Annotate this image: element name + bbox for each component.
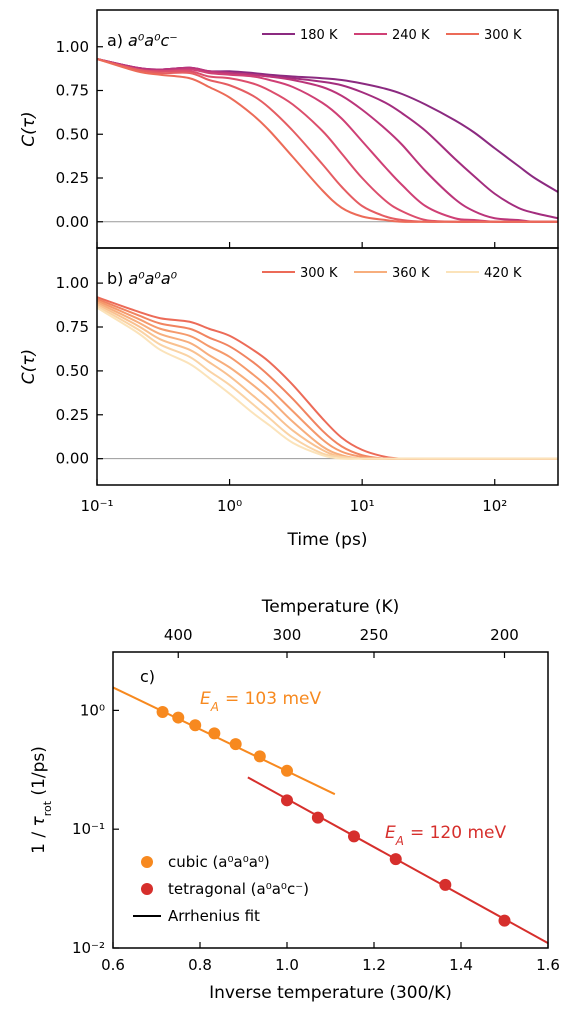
x-tick-label: 10² bbox=[482, 497, 507, 515]
glazer-notation: a⁰a⁰c⁻ bbox=[128, 31, 178, 50]
fit-line bbox=[112, 686, 336, 796]
activation-energy: EA = 120 meV bbox=[385, 823, 506, 848]
curve bbox=[96, 58, 559, 193]
x-tick-label: 10⁻¹ bbox=[80, 497, 113, 515]
data-point bbox=[389, 853, 402, 866]
x-tick-label: 1.6 bbox=[536, 956, 560, 974]
legend-label: 420 K bbox=[484, 266, 522, 281]
x-tick-label: 1.4 bbox=[449, 956, 473, 974]
data-point bbox=[208, 727, 221, 740]
top-axis-label: Temperature (K) bbox=[261, 597, 400, 617]
legend-label: 240 K bbox=[392, 28, 430, 43]
legend-label: 360 K bbox=[392, 266, 430, 281]
top-tick-label: 200 bbox=[490, 626, 519, 644]
energy-value: = 120 meV bbox=[410, 823, 507, 843]
legend-label: 300 K bbox=[300, 266, 338, 281]
x-tick-label: 1.2 bbox=[362, 956, 386, 974]
y-label-pre: 1 / bbox=[29, 827, 49, 854]
y-tick-label: 0.75 bbox=[56, 82, 89, 100]
curve bbox=[96, 58, 558, 223]
top-tick-label: 300 bbox=[273, 626, 302, 644]
y-axis-label: C(τ) bbox=[19, 111, 39, 146]
y-tick-label: 0.25 bbox=[56, 406, 89, 424]
data-point bbox=[156, 705, 169, 718]
y-tick-label: 0.50 bbox=[56, 125, 89, 143]
panel-letter: b) bbox=[107, 269, 123, 288]
y-tick-label: 0.50 bbox=[56, 362, 89, 380]
y-tick-label: 10⁻¹ bbox=[72, 820, 105, 838]
y-label-sub: rot bbox=[41, 800, 54, 816]
glazer-notation: a⁰a⁰a⁰ bbox=[128, 269, 177, 288]
y-tick-label: 10⁻² bbox=[72, 939, 105, 957]
y-tick-label: 0.00 bbox=[56, 450, 89, 468]
data-point bbox=[439, 878, 452, 891]
y-axis-label: C(τ) bbox=[19, 349, 39, 384]
curve bbox=[96, 297, 558, 460]
energy-value: = 103 meV bbox=[225, 689, 322, 709]
legend-label: 180 K bbox=[300, 28, 338, 43]
energy-sub: A bbox=[210, 700, 219, 714]
x-axis-label: Inverse temperature (300/K) bbox=[209, 983, 452, 1003]
y-tick-label: 0.75 bbox=[56, 318, 89, 336]
curve bbox=[96, 58, 559, 223]
data-point bbox=[311, 811, 324, 824]
top-tick-label: 400 bbox=[164, 626, 193, 644]
y-label-symbol: τ bbox=[29, 816, 49, 827]
energy-symbol: E bbox=[385, 823, 396, 843]
data-point bbox=[229, 738, 242, 751]
legend-label: cubic (a⁰a⁰a⁰) bbox=[168, 853, 270, 871]
energy-sub: A bbox=[395, 834, 404, 848]
legend-label: 300 K bbox=[484, 28, 522, 43]
x-tick-label: 0.6 bbox=[101, 956, 125, 974]
data-point bbox=[281, 764, 293, 777]
activation-energy: EA = 103 meV bbox=[200, 689, 321, 714]
y-tick-label: 1.00 bbox=[56, 38, 89, 56]
panel-label: a) a⁰a⁰c⁻ bbox=[107, 31, 178, 50]
energy-symbol: E bbox=[200, 689, 211, 709]
curve bbox=[96, 306, 558, 460]
data-point bbox=[172, 711, 185, 724]
data-point bbox=[253, 750, 266, 763]
y-tick-label: 0.25 bbox=[56, 169, 89, 187]
y-label-post: (1/ps) bbox=[29, 746, 49, 801]
data-point bbox=[347, 830, 360, 843]
data-point bbox=[498, 914, 511, 927]
x-tick-label: 10¹ bbox=[350, 497, 375, 515]
panel-label: c) bbox=[140, 667, 155, 686]
top-tick-label: 250 bbox=[360, 626, 389, 644]
panel-label: b) a⁰a⁰a⁰ bbox=[107, 269, 178, 288]
x-tick-label: 0.8 bbox=[188, 956, 212, 974]
y-axis-label: 1 / τrot (1/ps) bbox=[29, 746, 54, 854]
axes-box bbox=[112, 651, 549, 949]
x-tick-label: 1.0 bbox=[275, 956, 299, 974]
x-axis-label: Time (ps) bbox=[287, 530, 368, 550]
panel-letter: a) bbox=[107, 31, 123, 50]
legend-marker bbox=[141, 856, 153, 868]
y-tick-label: 1.00 bbox=[56, 274, 89, 292]
legend-label: Arrhenius fit bbox=[168, 907, 260, 925]
data-point bbox=[189, 719, 202, 732]
legend-label: tetragonal (a⁰a⁰c⁻) bbox=[168, 880, 309, 898]
y-tick-label: 0.00 bbox=[56, 213, 89, 231]
axes-box bbox=[96, 247, 559, 486]
data-point bbox=[281, 794, 293, 807]
x-tick-label: 10⁰ bbox=[217, 497, 242, 515]
y-tick-label: 10⁰ bbox=[80, 701, 105, 719]
legend-marker bbox=[141, 883, 153, 895]
